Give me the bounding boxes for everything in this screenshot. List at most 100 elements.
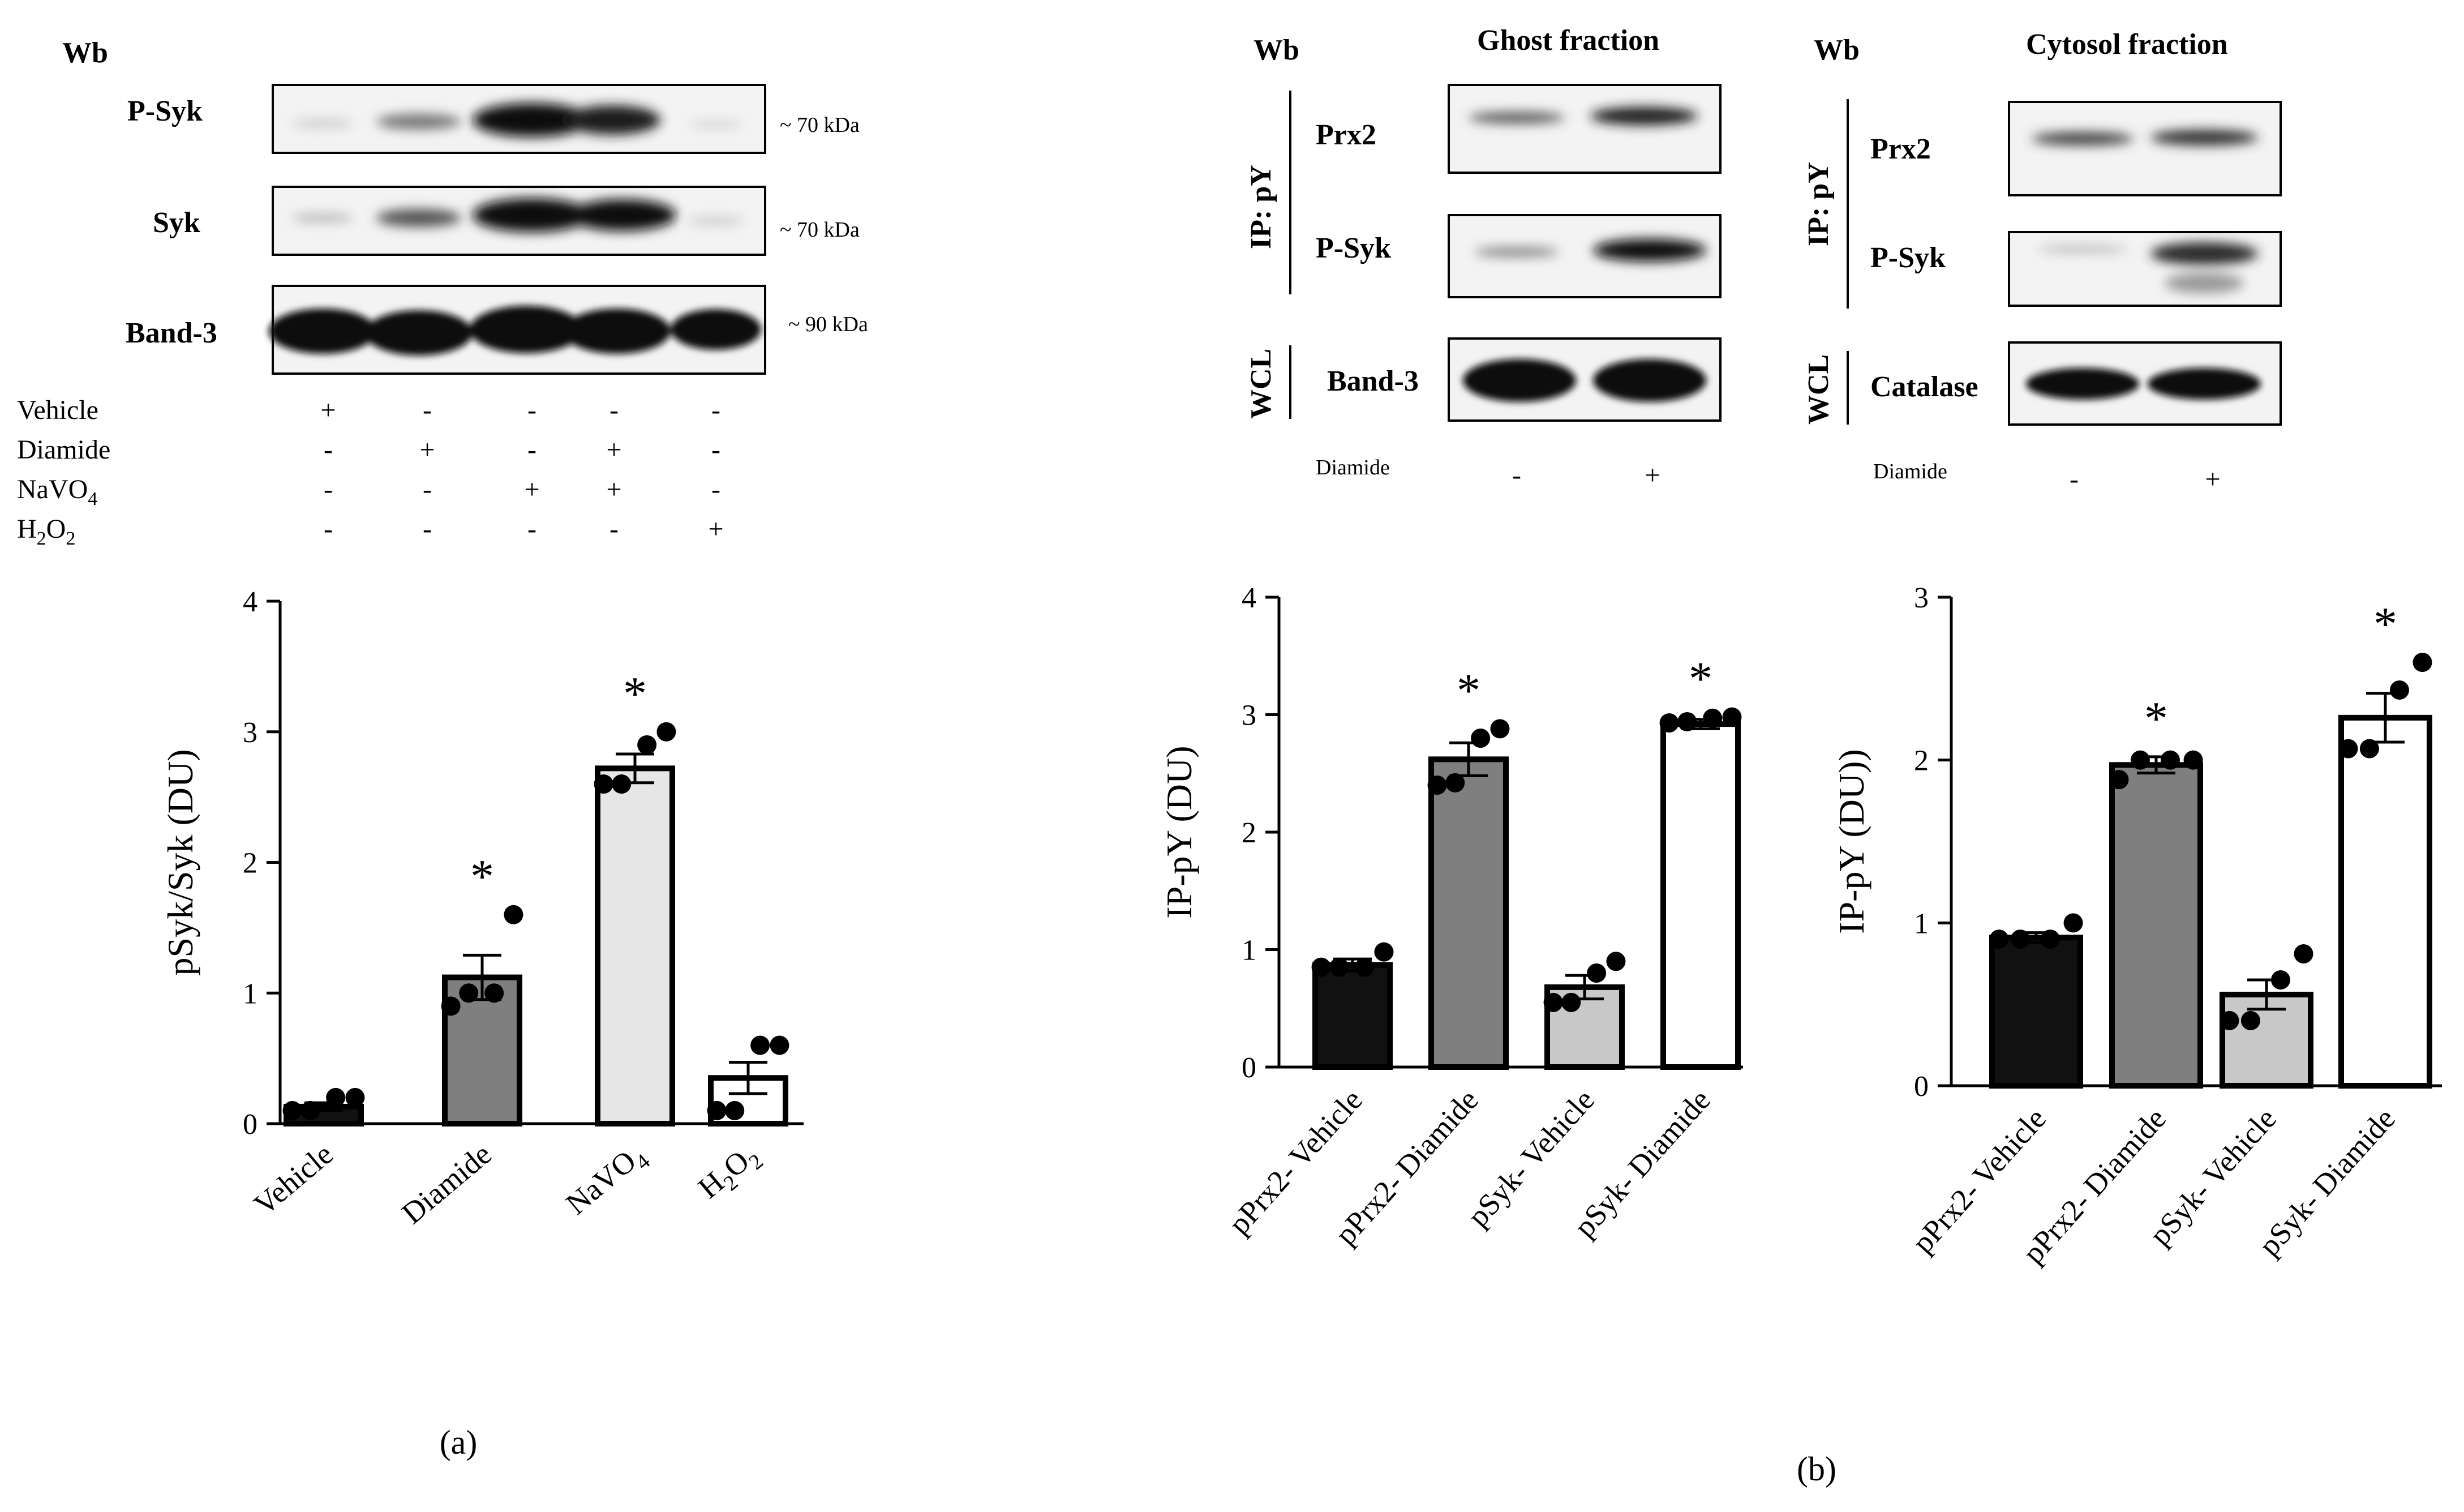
blot-ghost-row-band3: Band-3 (1327, 365, 1419, 397)
y-tick-label: 2 (1914, 745, 1929, 777)
y-tick-label: 4 (243, 586, 257, 618)
bar (2338, 714, 2432, 1089)
data-point (1329, 957, 1349, 977)
blot-cytosol-mark-minus: - (2070, 464, 2079, 494)
blot-cytosol-row-catalase: Catalase (1870, 371, 1978, 403)
data-point (2040, 930, 2060, 949)
y-tick-label: 3 (243, 717, 257, 749)
data-point (770, 1035, 789, 1055)
data-point (2270, 970, 2290, 990)
significance-star: * (2373, 598, 2397, 650)
treatment-label-diamide: Diamide (17, 435, 110, 465)
significance-star: * (1689, 653, 1712, 705)
data-point (1722, 707, 1742, 727)
blot-a-size-band3: ~ 90 kDa (788, 312, 868, 336)
data-point (612, 774, 632, 794)
blot-ghost-ip-label: IP: pY (1245, 165, 1277, 249)
significance-star: * (1457, 664, 1480, 717)
y-axis-title: pSyk/Syk (DU) (160, 749, 200, 975)
treatment-mark: - (423, 514, 432, 544)
blot-cytosol-psyk-bands (2037, 242, 2258, 293)
treatment-mark: + (320, 395, 336, 425)
data-point (2294, 944, 2313, 963)
treatment-mark: - (609, 514, 619, 544)
treatment-mark: - (324, 435, 333, 465)
y-axis-title: IP-pY (DU)) (1831, 749, 1871, 933)
data-point (1445, 773, 1465, 793)
significance-star: * (623, 667, 647, 720)
blot-cytosol-ip-label: IP: pY (1802, 162, 1835, 246)
data-point (1471, 729, 1491, 748)
blot-ghost-prx2-box (1448, 84, 1722, 174)
y-tick-label: 0 (1914, 1070, 1929, 1103)
blot-cytosol-prx2-bands (2032, 130, 2258, 145)
treatment-label-navo4: NaVO4 (17, 474, 97, 509)
significance-star: * (2144, 692, 2168, 745)
data-point (1703, 708, 1723, 728)
treatment-mark: + (419, 435, 435, 465)
data-point (1355, 957, 1375, 977)
blot-a-header: Wb (62, 37, 108, 69)
blot-cytosol-prx2-box (2008, 101, 2282, 196)
data-point (707, 1100, 727, 1120)
data-point (1561, 992, 1581, 1012)
treatment-mark: - (711, 435, 720, 465)
data-point (2130, 750, 2150, 770)
data-point (656, 722, 676, 742)
data-point (1490, 719, 1510, 739)
bar (1312, 962, 1393, 1070)
blot-cytosol-row-prx2: Prx2 (1870, 133, 1931, 165)
treatment-mark: + (708, 514, 723, 544)
data-point (594, 774, 613, 794)
treatment-mark: - (711, 474, 720, 504)
data-point (637, 735, 657, 755)
treatment-label-h2o2: H2O2 (17, 514, 75, 549)
data-point (504, 905, 523, 924)
data-point (326, 1087, 346, 1107)
treatment-mark: - (609, 395, 619, 425)
data-point (1374, 942, 1394, 962)
blot-cytosol-psyk-box (2008, 231, 2282, 307)
y-tick-label: 4 (1242, 582, 1256, 614)
blot-ghost-diamide-label: Diamide (1316, 456, 1390, 479)
data-point (1311, 957, 1331, 977)
blot-a-row-label-band3: Band-3 (126, 317, 217, 349)
data-point (1543, 992, 1563, 1012)
blot-a-size-syk: ~ 70 kDa (780, 218, 860, 242)
blot-cytosol-row-psyk: P-Syk (1870, 242, 1946, 274)
y-tick-label: 3 (1914, 582, 1929, 614)
blot-ghost-band3-bands (1463, 359, 1706, 402)
bar (1660, 721, 1741, 1070)
data-point (1427, 776, 1447, 795)
data-point (2359, 739, 2379, 759)
blot-a-size-psyk: ~ 70 kDa (780, 113, 860, 137)
treatment-mark: - (423, 474, 432, 504)
data-point (459, 983, 479, 1003)
bar (1989, 935, 2083, 1089)
blot-a-row-label-syk: Syk (153, 207, 200, 239)
blot-cytosol-diamide-label: Diamide (1873, 460, 1947, 483)
bar (1428, 756, 1509, 1070)
y-tick-label: 3 (1242, 700, 1256, 732)
blot-a-band3-bands (269, 306, 761, 355)
y-tick-label: 0 (243, 1108, 257, 1141)
y-tick-label: 2 (243, 847, 257, 880)
data-point (2063, 913, 2083, 933)
y-tick-label: 0 (1242, 1052, 1256, 1084)
data-point (1606, 952, 1626, 971)
data-point (2183, 750, 2203, 770)
blot-ghost-mark-minus: - (1512, 460, 1521, 490)
blot-cytosol-header: Wb (1814, 34, 1860, 66)
data-point (2413, 653, 2432, 673)
panel-label-b: (b) (1797, 1450, 1836, 1488)
data-point (2338, 739, 2358, 759)
blot-cytosol-catalase-bands (2026, 368, 2261, 400)
data-point (2010, 930, 2030, 949)
data-point (1587, 963, 1607, 983)
treatment-mark: - (527, 395, 536, 425)
data-point (282, 1100, 302, 1120)
data-point (2109, 770, 2129, 790)
data-point (1989, 930, 2009, 949)
blot-cytosol-title: Cytosol fraction (2026, 28, 2228, 61)
